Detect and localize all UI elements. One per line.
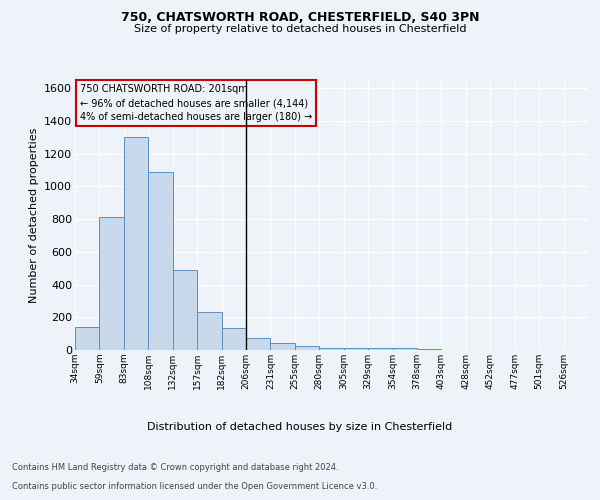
Text: 750, CHATSWORTH ROAD, CHESTERFIELD, S40 3PN: 750, CHATSWORTH ROAD, CHESTERFIELD, S40 … — [121, 11, 479, 24]
Bar — [392, 348, 417, 350]
Bar — [246, 338, 271, 350]
Bar — [368, 348, 392, 350]
Bar — [100, 218, 124, 350]
Bar — [197, 312, 221, 350]
Text: 750 CHATSWORTH ROAD: 201sqm
← 96% of detached houses are smaller (4,144)
4% of s: 750 CHATSWORTH ROAD: 201sqm ← 96% of det… — [80, 84, 313, 122]
Text: Size of property relative to detached houses in Chesterfield: Size of property relative to detached ho… — [134, 24, 466, 34]
Bar — [295, 346, 319, 350]
Bar — [75, 327, 100, 350]
Y-axis label: Number of detached properties: Number of detached properties — [29, 128, 38, 302]
Bar — [221, 328, 246, 350]
Bar — [271, 343, 295, 350]
Bar — [124, 138, 148, 350]
Text: Contains HM Land Registry data © Crown copyright and database right 2024.: Contains HM Land Registry data © Crown c… — [12, 464, 338, 472]
Text: Contains public sector information licensed under the Open Government Licence v3: Contains public sector information licen… — [12, 482, 377, 491]
Bar — [173, 270, 197, 350]
Bar — [417, 349, 442, 350]
Text: Distribution of detached houses by size in Chesterfield: Distribution of detached houses by size … — [148, 422, 452, 432]
Bar — [319, 348, 344, 350]
Bar — [148, 172, 173, 350]
Bar — [344, 348, 368, 350]
